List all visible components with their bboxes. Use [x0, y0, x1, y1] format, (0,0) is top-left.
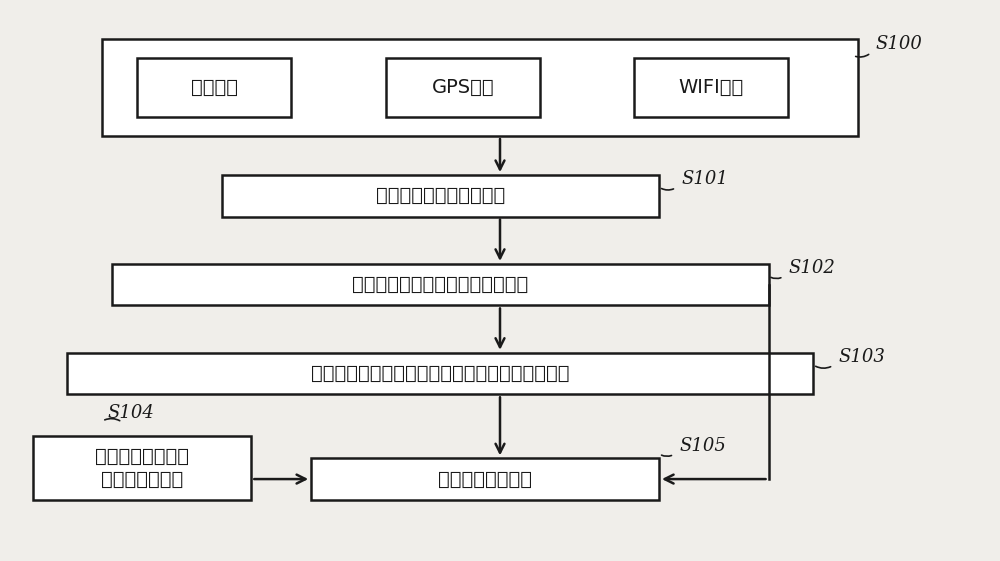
- Bar: [634, 58, 788, 117]
- Text: S100: S100: [876, 35, 923, 53]
- Text: S102: S102: [788, 259, 835, 277]
- Bar: [112, 264, 768, 306]
- Text: 获取移动终端的位置信息: 获取移动终端的位置信息: [376, 186, 505, 205]
- Bar: [67, 353, 813, 394]
- Bar: [222, 175, 659, 217]
- Text: 基站信号: 基站信号: [191, 78, 238, 97]
- Text: 进行客流统计分析: 进行客流统计分析: [438, 470, 532, 489]
- Text: S101: S101: [681, 171, 728, 188]
- Text: S104: S104: [107, 404, 154, 422]
- Text: GPS信号: GPS信号: [431, 78, 494, 97]
- Text: 根据累计的位置信息分析用户的居住地及工作地点: 根据累计的位置信息分析用户的居住地及工作地点: [311, 364, 570, 383]
- Bar: [102, 39, 858, 136]
- Text: S103: S103: [838, 348, 885, 366]
- Bar: [311, 458, 659, 500]
- Bar: [33, 436, 251, 500]
- Text: S105: S105: [679, 437, 726, 455]
- Text: 采集人口普查数据
和社会经济数据: 采集人口普查数据 和社会经济数据: [95, 447, 189, 489]
- Text: WIFI信号: WIFI信号: [679, 78, 744, 97]
- Bar: [386, 58, 540, 117]
- Bar: [137, 58, 291, 117]
- Text: 去除移动终端用户身份等敏感信息: 去除移动终端用户身份等敏感信息: [352, 275, 528, 294]
